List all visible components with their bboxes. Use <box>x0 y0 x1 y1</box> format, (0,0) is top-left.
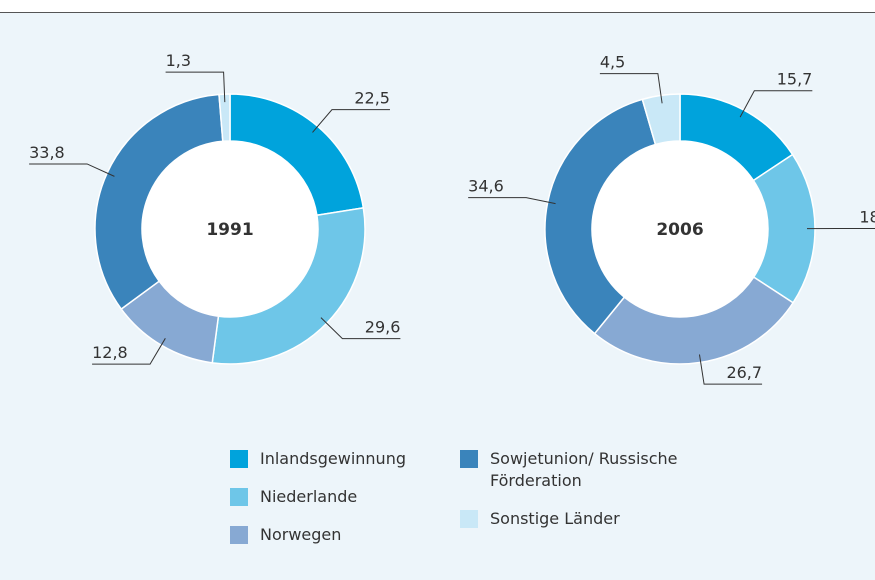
legend-swatch <box>230 488 248 506</box>
leader-line <box>312 109 390 133</box>
legend-swatch <box>460 450 478 468</box>
legend-swatch <box>460 510 478 528</box>
value-label: 33,8 <box>29 143 65 162</box>
value-label: 4,5 <box>600 53 625 72</box>
legend-label: Norwegen <box>260 525 342 544</box>
chart-title: 2006 <box>656 220 703 240</box>
value-label: 18,5 <box>859 208 875 227</box>
legend-item: Sowjetunion/ Russische Förderation <box>460 448 680 492</box>
leader-line <box>29 163 115 177</box>
donut-hole <box>142 141 318 317</box>
donut-hole <box>592 141 768 317</box>
leader-line <box>92 338 166 365</box>
value-label: 22,5 <box>354 89 390 108</box>
chart-title: 1991 <box>206 220 253 240</box>
legend-item: Inlandsgewinnung <box>230 448 470 470</box>
legend-swatch <box>230 526 248 544</box>
legend-item: Niederlande <box>230 486 470 508</box>
legend-item: Norwegen <box>230 524 470 546</box>
value-label: 12,8 <box>92 343 128 362</box>
value-label: 29,6 <box>365 318 401 337</box>
leader-line <box>599 73 663 104</box>
leader-line <box>165 71 226 103</box>
legend-label: Sonstige Länder <box>490 509 620 528</box>
value-label: 26,7 <box>726 363 762 382</box>
value-label: 34,6 <box>468 177 504 196</box>
value-label: 1,3 <box>166 51 191 70</box>
legend-item: Sonstige Länder <box>460 508 700 530</box>
legend-swatch <box>230 450 248 468</box>
leader-line <box>739 90 813 118</box>
value-label: 15,7 <box>777 70 813 89</box>
leader-line <box>320 317 401 340</box>
legend-label: Sowjetunion/ Russische Förderation <box>490 449 678 490</box>
leader-line <box>468 197 556 205</box>
leader-line <box>698 354 763 385</box>
legend-label: Inlandsgewinnung <box>260 449 406 468</box>
legend-label: Niederlande <box>260 487 358 506</box>
